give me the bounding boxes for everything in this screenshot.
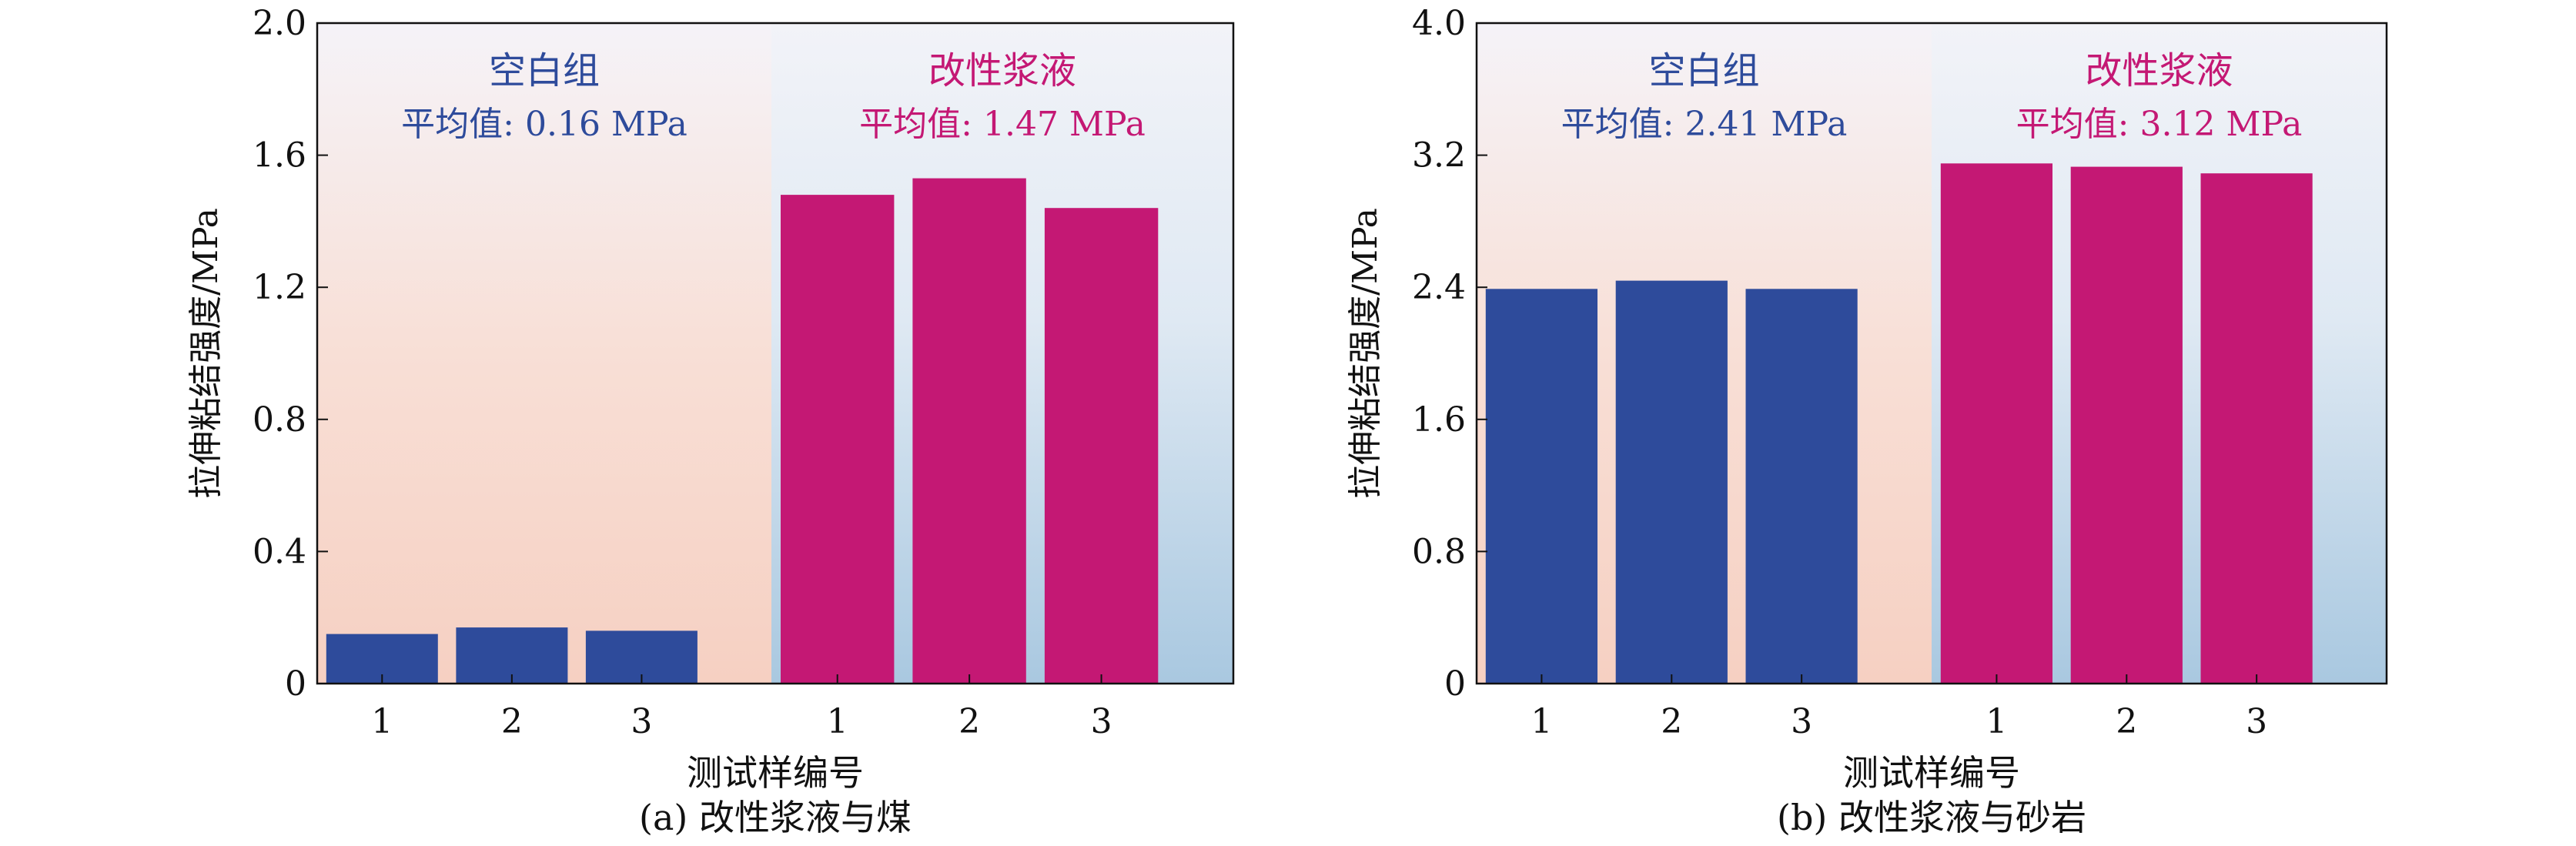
y-tick-label: 1.6 [253, 136, 306, 176]
x-tick-label: 2 [501, 702, 523, 741]
bar-control-1 [1485, 289, 1597, 684]
x-tick-label: 1 [1986, 702, 2007, 741]
x-tick-label: 3 [2246, 702, 2267, 741]
y-axis-label: 拉伸粘结强度/MPa [186, 208, 226, 499]
group-label-control: 空白组 [489, 49, 600, 92]
y-tick-label: 4.0 [1412, 4, 1466, 43]
bar-control-2 [456, 627, 568, 684]
bar-control-3 [1745, 289, 1858, 684]
y-tick-label: 0 [1444, 664, 1466, 704]
y-tick-label: 2.0 [253, 4, 306, 43]
x-tick-label: 2 [1661, 702, 1682, 741]
x-tick-label: 1 [827, 702, 848, 741]
bar-slurry-2 [2070, 166, 2183, 684]
bar-slurry-1 [1940, 163, 2052, 684]
x-axis-label: 测试样编号 [1843, 752, 2020, 794]
y-tick-label: 3.2 [1412, 136, 1466, 176]
group-average-control: 平均值: 0.16 MPa [401, 105, 687, 144]
y-tick-label: 0.8 [1412, 532, 1466, 571]
group-average-control: 平均值: 2.41 MPa [1561, 105, 1848, 144]
y-axis-label: 拉伸粘结强度/MPa [1346, 208, 1385, 499]
bar-slurry-2 [912, 178, 1026, 684]
group-label-control: 空白组 [1648, 49, 1759, 92]
group-average-slurry: 平均值: 1.47 MPa [859, 105, 1146, 144]
x-tick-label: 1 [371, 702, 393, 741]
y-tick-label: 1.6 [1412, 400, 1466, 440]
x-tick-label: 3 [1791, 702, 1812, 741]
group-label-slurry: 改性浆液 [2085, 49, 2233, 92]
bar-slurry-1 [781, 195, 895, 684]
x-tick-label: 2 [958, 702, 980, 741]
plot-frame [316, 22, 1235, 685]
group-average-slurry: 平均值: 3.12 MPa [2016, 105, 2303, 144]
bar-control-2 [1615, 280, 1728, 684]
group-label-slurry: 改性浆液 [928, 49, 1076, 92]
y-tick-label: 1.2 [253, 268, 306, 307]
y-tick-label: 2.4 [1412, 268, 1466, 307]
y-tick-label: 0.8 [253, 400, 306, 440]
bar-slurry-3 [2200, 173, 2313, 684]
x-tick-label: 2 [2116, 702, 2137, 741]
x-tick-label: 3 [1091, 702, 1112, 741]
y-tick-label: 0 [285, 664, 306, 704]
plot-frame [1475, 22, 2388, 685]
y-tick-label: 0.4 [253, 532, 306, 571]
x-axis-label: 测试样编号 [687, 752, 864, 794]
control-group-background [317, 23, 771, 684]
x-tick-label: 3 [631, 702, 652, 741]
chart-caption: (a) 改性浆液与煤 [639, 797, 912, 838]
bar-slurry-3 [1044, 208, 1159, 684]
x-tick-label: 1 [1531, 702, 1552, 741]
chart-caption: (b) 改性浆液与砂岩 [1777, 797, 2086, 838]
